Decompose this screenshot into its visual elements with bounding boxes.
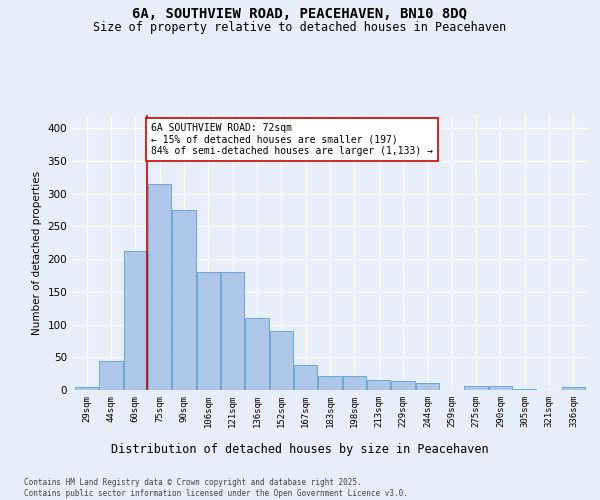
- Text: 6A, SOUTHVIEW ROAD, PEACEHAVEN, BN10 8DQ: 6A, SOUTHVIEW ROAD, PEACEHAVEN, BN10 8DQ: [133, 8, 467, 22]
- Bar: [319, 376, 341, 390]
- Bar: [562, 388, 585, 390]
- Bar: [464, 386, 488, 390]
- Y-axis label: Number of detached properties: Number of detached properties: [32, 170, 42, 334]
- Bar: [124, 251, 147, 390]
- Bar: [416, 384, 439, 390]
- Bar: [343, 376, 366, 390]
- Bar: [270, 331, 293, 390]
- Text: Contains HM Land Registry data © Crown copyright and database right 2025.
Contai: Contains HM Land Registry data © Crown c…: [24, 478, 408, 498]
- Bar: [100, 361, 122, 390]
- Bar: [221, 272, 244, 390]
- Bar: [391, 382, 415, 390]
- Text: 6A SOUTHVIEW ROAD: 72sqm
← 15% of detached houses are smaller (197)
84% of semi-: 6A SOUTHVIEW ROAD: 72sqm ← 15% of detach…: [151, 123, 433, 156]
- Bar: [148, 184, 171, 390]
- Bar: [367, 380, 390, 390]
- Bar: [172, 210, 196, 390]
- Text: Size of property relative to detached houses in Peacehaven: Size of property relative to detached ho…: [94, 21, 506, 34]
- Bar: [489, 386, 512, 390]
- Bar: [294, 365, 317, 390]
- Bar: [197, 272, 220, 390]
- Text: Distribution of detached houses by size in Peacehaven: Distribution of detached houses by size …: [111, 442, 489, 456]
- Bar: [75, 386, 98, 390]
- Bar: [245, 318, 269, 390]
